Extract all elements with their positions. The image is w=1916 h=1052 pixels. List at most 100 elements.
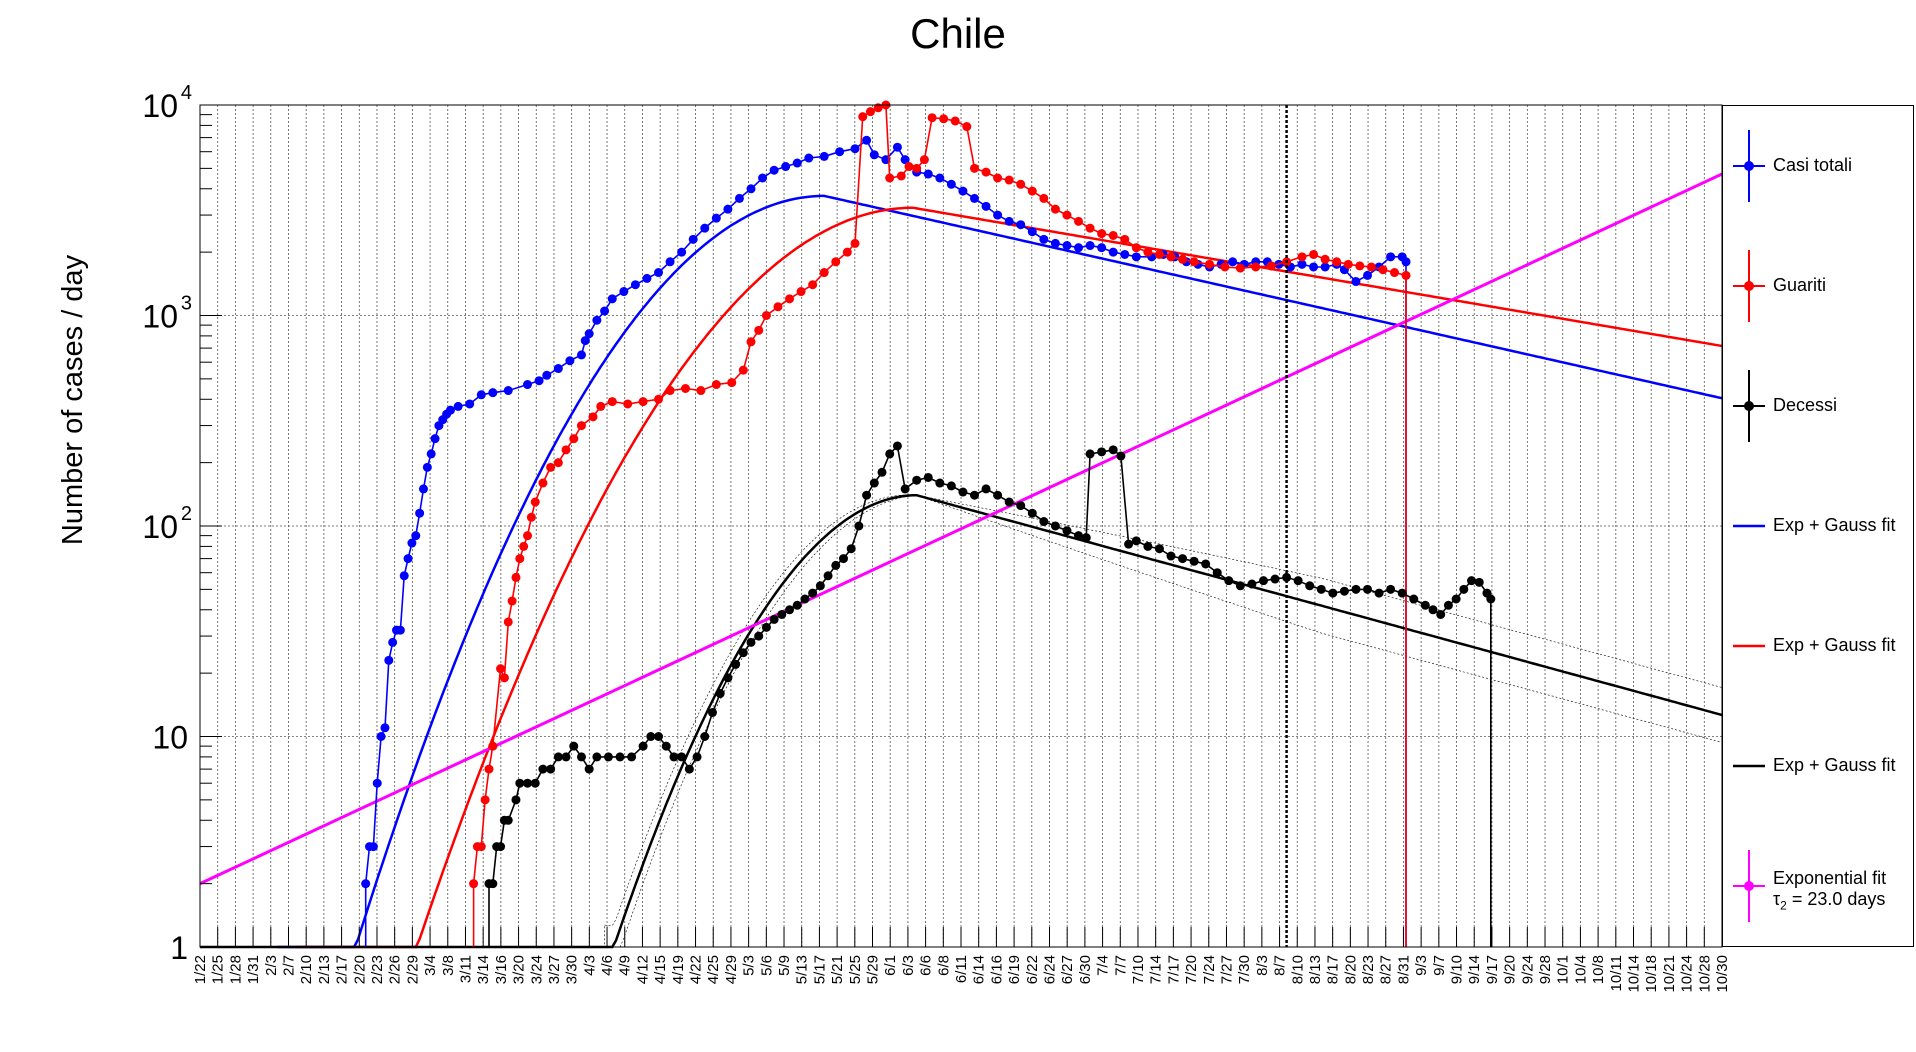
data-point-guariti — [596, 401, 606, 411]
x-tick-label: 10/21 — [1661, 955, 1678, 993]
x-tick-label: 4/22 — [688, 955, 705, 984]
data-point-guariti — [939, 114, 949, 124]
data-point-decessi — [1124, 539, 1134, 549]
data-point-decessi — [654, 732, 664, 741]
data-point-casi-totali — [792, 158, 802, 168]
data-point-guariti — [680, 383, 690, 393]
data-point-guariti — [850, 238, 860, 248]
legend-symbol — [1733, 524, 1765, 528]
x-tick-label: 4/3 — [581, 955, 598, 976]
data-point-guariti — [696, 386, 706, 396]
data-point-guariti — [654, 394, 664, 404]
x-tick-label: 7/30 — [1236, 955, 1253, 984]
grid-lines — [199, 105, 1723, 947]
data-point-decessi — [935, 478, 945, 488]
data-point-casi-totali — [1016, 220, 1026, 230]
data-point-casi-totali — [642, 273, 652, 283]
data-point-casi-totali — [619, 287, 629, 297]
data-point-decessi — [1166, 551, 1176, 561]
legend-label-line2: τ2 = 23.0 days — [1773, 889, 1886, 913]
data-point-casi-totali — [1039, 234, 1049, 244]
data-point-guariti — [1166, 252, 1176, 262]
data-point-decessi — [1270, 574, 1280, 584]
legend-symbol — [1733, 370, 1765, 442]
x-tick-label: 3/11 — [457, 955, 474, 983]
data-point-decessi — [523, 778, 533, 788]
legend-label: Exp + Gauss fit — [1773, 515, 1896, 536]
data-point-decessi — [515, 778, 525, 788]
data-point-casi-totali — [542, 370, 552, 380]
data-point-decessi — [1050, 521, 1060, 531]
y-tick-label: 10 4 — [142, 82, 192, 124]
data-point-decessi — [1428, 605, 1438, 615]
data-point-guariti — [761, 311, 771, 320]
data-point-guariti — [1097, 229, 1107, 239]
data-point-decessi — [738, 648, 748, 658]
legend-symbol — [1733, 250, 1765, 322]
data-point-decessi — [1436, 609, 1446, 619]
data-point-decessi — [792, 600, 802, 610]
data-point-decessi — [603, 752, 613, 762]
x-tick-label: 5/13 — [794, 955, 811, 984]
y-axis-label: Number of cases / day — [57, 254, 89, 545]
data-point-casi-totali — [1401, 257, 1411, 267]
data-point-casi-totali — [1004, 216, 1014, 226]
x-tick-label: 9/14 — [1466, 955, 1483, 984]
data-point-casi-totali — [1309, 262, 1319, 272]
legend-label: Casi totali — [1773, 155, 1852, 176]
data-point-guariti — [746, 337, 756, 347]
legend-label: Guariti — [1773, 275, 1826, 296]
data-point-decessi — [1247, 579, 1257, 589]
data-point-guariti — [530, 497, 540, 507]
data-point-casi-totali — [758, 173, 768, 183]
x-tick-label: 7/4 — [1095, 955, 1112, 976]
x-tick-label: 3/27 — [546, 955, 563, 984]
x-tick-label: 3/4 — [422, 955, 439, 976]
data-point-casi-totali — [1085, 241, 1095, 251]
data-point-decessi — [707, 708, 717, 718]
x-tick-label: 5/17 — [811, 955, 828, 984]
x-tick-label: 10/24 — [1679, 955, 1696, 993]
data-point-decessi — [854, 521, 864, 531]
data-point-guariti — [499, 673, 509, 683]
data-point-guariti — [1320, 254, 1330, 264]
data-point-casi-totali — [1131, 252, 1141, 262]
data-point-decessi — [1351, 584, 1361, 594]
x-tick-label: 8/31 — [1395, 955, 1412, 984]
legend-label: Decessi — [1773, 395, 1837, 416]
legend-item: Decessi — [1723, 346, 1913, 466]
data-point-guariti — [515, 554, 525, 564]
x-tick-label: 9/20 — [1502, 955, 1519, 984]
data-point-casi-totali — [1228, 257, 1238, 267]
data-point-guariti — [1004, 175, 1014, 185]
data-point-decessi — [1108, 445, 1118, 455]
data-point-decessi — [1212, 568, 1222, 578]
data-point-guariti — [754, 325, 764, 335]
x-tick-label: 2/3 — [263, 955, 280, 976]
data-point-casi-totali — [711, 213, 721, 223]
legend-label-line1: Exp + Gauss fit — [1773, 515, 1896, 535]
data-point-guariti — [623, 399, 633, 409]
x-tick-label: 6/30 — [1077, 955, 1094, 984]
data-point-casi-totali — [445, 405, 455, 415]
data-point-decessi — [1027, 508, 1037, 518]
data-point-guariti — [1355, 261, 1365, 271]
data-point-casi-totali — [395, 625, 405, 635]
data-point-decessi — [892, 441, 902, 451]
data-point-guariti — [538, 478, 548, 488]
data-point-guariti — [1050, 204, 1060, 214]
data-point-decessi — [1420, 600, 1430, 610]
data-point-decessi — [969, 490, 979, 500]
data-point-casi-totali — [630, 280, 640, 290]
data-point-casi-totali — [869, 150, 879, 160]
data-point-guariti — [1154, 249, 1164, 259]
data-point-casi-totali — [1120, 249, 1130, 259]
data-point-casi-totali — [665, 257, 675, 267]
data-point-casi-totali — [361, 879, 371, 889]
data-point-casi-totali — [534, 376, 544, 386]
x-tick-label: 4/25 — [705, 955, 722, 984]
data-point-decessi — [1451, 594, 1461, 604]
data-point-casi-totali — [781, 162, 791, 172]
data-point-casi-totali — [384, 655, 394, 665]
data-point-casi-totali — [819, 151, 829, 161]
